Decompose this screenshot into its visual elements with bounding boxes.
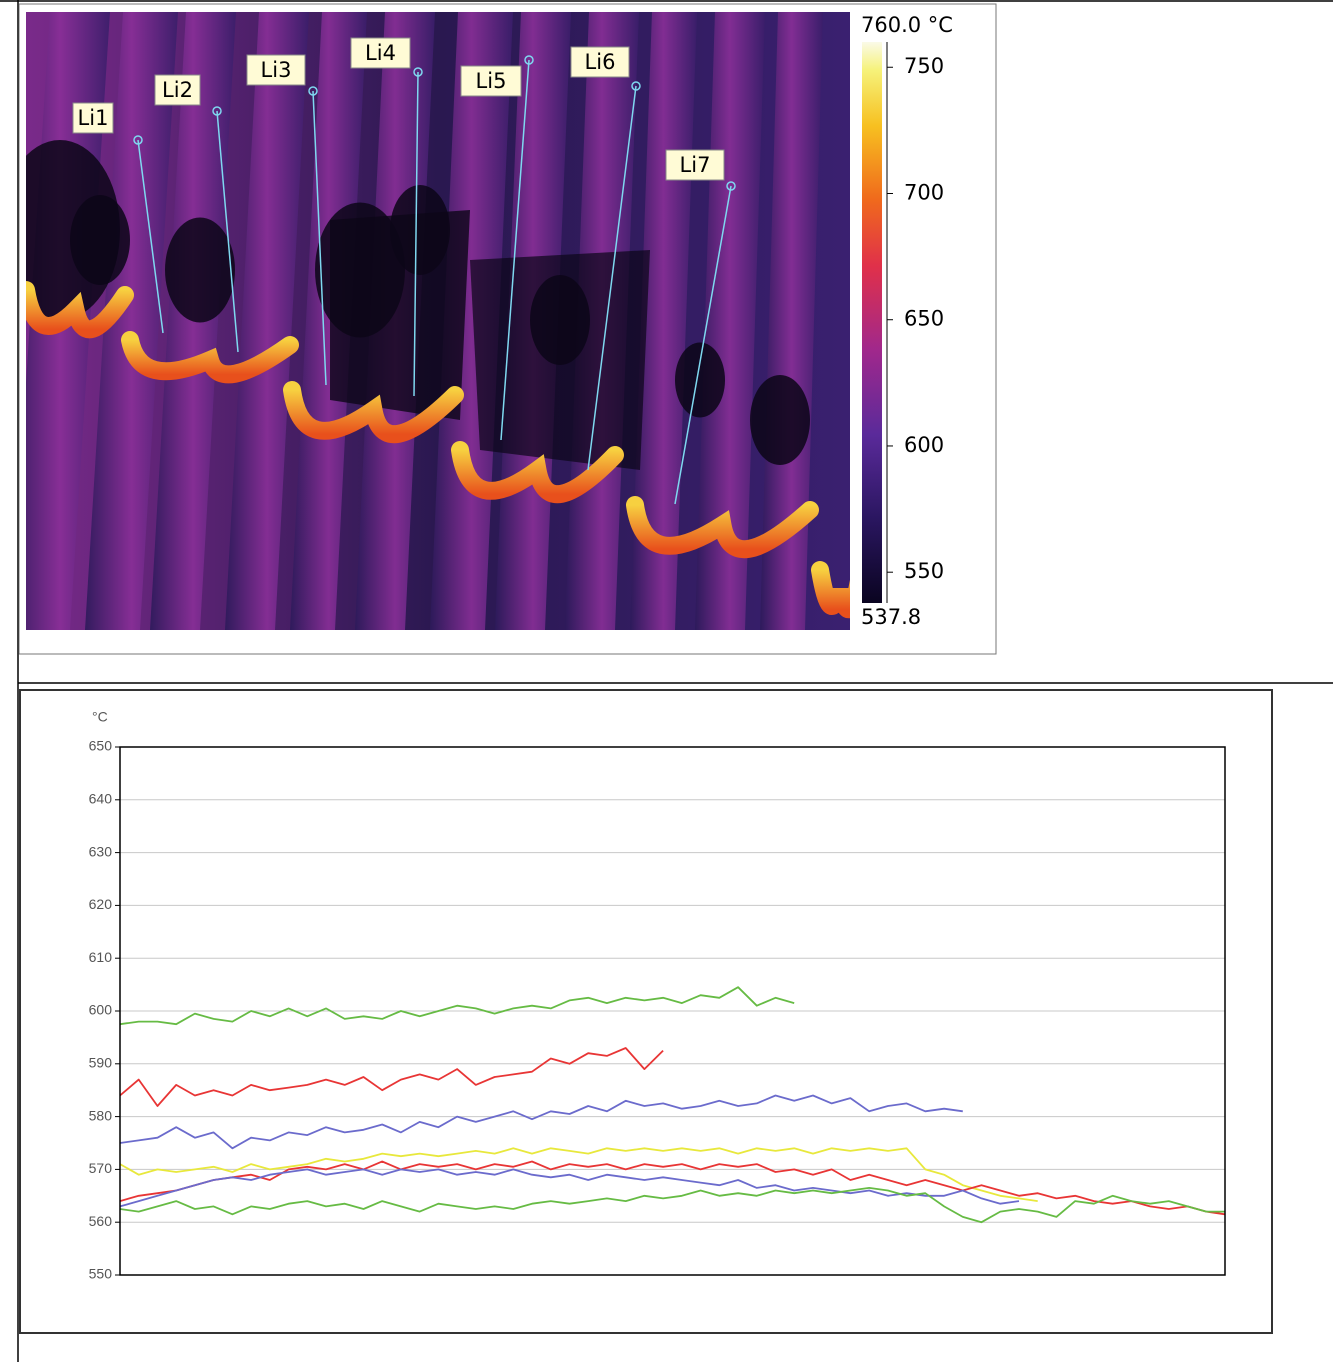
y-tick-label: 610 bbox=[89, 949, 113, 965]
y-tick-label: 590 bbox=[89, 1055, 113, 1071]
colorbar bbox=[862, 42, 882, 603]
y-tick-label: 570 bbox=[89, 1160, 113, 1176]
line-label: Li3 bbox=[261, 58, 292, 82]
y-tick-label: 550 bbox=[89, 1266, 113, 1282]
y-tick-label: 650 bbox=[89, 738, 113, 754]
colorbar-max-label: 760.0 °C bbox=[861, 13, 953, 37]
y-tick-label: 640 bbox=[89, 791, 113, 807]
thermal-image bbox=[0, 12, 860, 630]
dark-patch bbox=[675, 343, 725, 418]
y-tick-label: 600 bbox=[89, 1002, 113, 1018]
dark-patch bbox=[70, 195, 130, 285]
colorbar-tick-label: 750 bbox=[904, 54, 944, 78]
colorbar-tick-label: 650 bbox=[904, 307, 944, 331]
colorbar-tick-label: 700 bbox=[904, 180, 944, 204]
colorbar-min-label: 537.8 bbox=[861, 605, 921, 629]
dark-region bbox=[470, 250, 650, 470]
line-label: Li1 bbox=[78, 106, 109, 130]
page: °C Li1 Li2 Li3 Li4 Li5 Li6 Li7 550 600 650 700 750 7… bbox=[0, 0, 1333, 1362]
y-tick-label: 620 bbox=[89, 896, 113, 912]
y-tick-label: 630 bbox=[89, 843, 113, 859]
y-tick-label: 560 bbox=[89, 1213, 113, 1229]
y-tick-label: 580 bbox=[89, 1107, 113, 1123]
colorbar-tick-label: 600 bbox=[904, 433, 944, 457]
line-label: Li6 bbox=[585, 50, 616, 74]
line-label: Li4 bbox=[365, 41, 396, 65]
dark-patch bbox=[165, 218, 235, 323]
line-label: Li2 bbox=[162, 78, 193, 102]
colorbar-tick-label: 550 bbox=[904, 559, 944, 583]
line-label: Li5 bbox=[476, 69, 507, 93]
dark-patch bbox=[750, 375, 810, 465]
line-label: Li7 bbox=[680, 153, 711, 177]
y-axis-unit: °C bbox=[92, 709, 108, 725]
